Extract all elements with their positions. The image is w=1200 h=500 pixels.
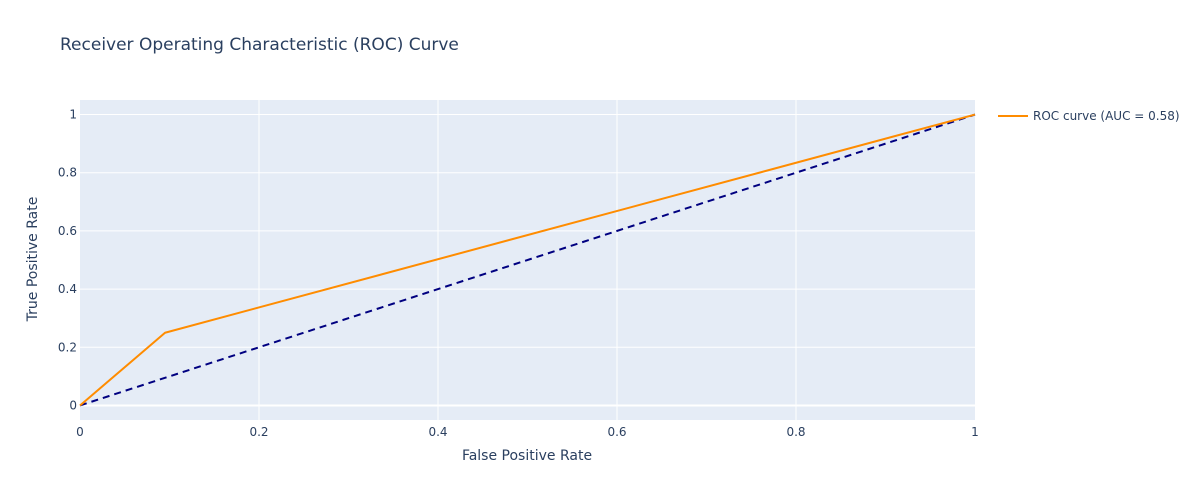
legend-label: ROC curve (AUC = 0.58): [1033, 109, 1180, 123]
y-tick-label: 0.4: [58, 282, 77, 296]
y-tick-label: 0.6: [58, 224, 77, 238]
series-layer: [79, 113, 976, 407]
x-tick-label: 0.4: [428, 425, 447, 439]
x-tick-label: 0.8: [786, 425, 805, 439]
x-tick-label: 0: [76, 425, 84, 439]
roc-curve-line: [79, 113, 976, 407]
x-tick-label: 0.2: [249, 425, 268, 439]
diagonal-reference-line: [79, 113, 976, 407]
y-tick-label: 0: [69, 398, 77, 412]
x-tick-label: 0.6: [607, 425, 626, 439]
tick-layer: 0 0.2 0.4 0.6 0.8 1 0 0.2 0.4 0.6 0.8 1: [58, 108, 979, 439]
y-tick-label: 1: [69, 108, 77, 122]
plot-area: 0 0.2 0.4 0.6 0.8 1 0 0.2 0.4 0.6 0.8 1: [58, 100, 979, 439]
y-tick-label: 0.2: [58, 340, 77, 354]
y-axis-title: True Positive Rate: [25, 197, 41, 323]
x-axis-title: False Positive Rate: [462, 448, 592, 464]
legend: ROC curve (AUC = 0.58): [998, 109, 1180, 123]
chart-title: Receiver Operating Characteristic (ROC) …: [60, 35, 459, 55]
grid-layer: [80, 100, 975, 420]
y-tick-label: 0.8: [58, 166, 77, 180]
x-tick-label: 1: [971, 425, 979, 439]
